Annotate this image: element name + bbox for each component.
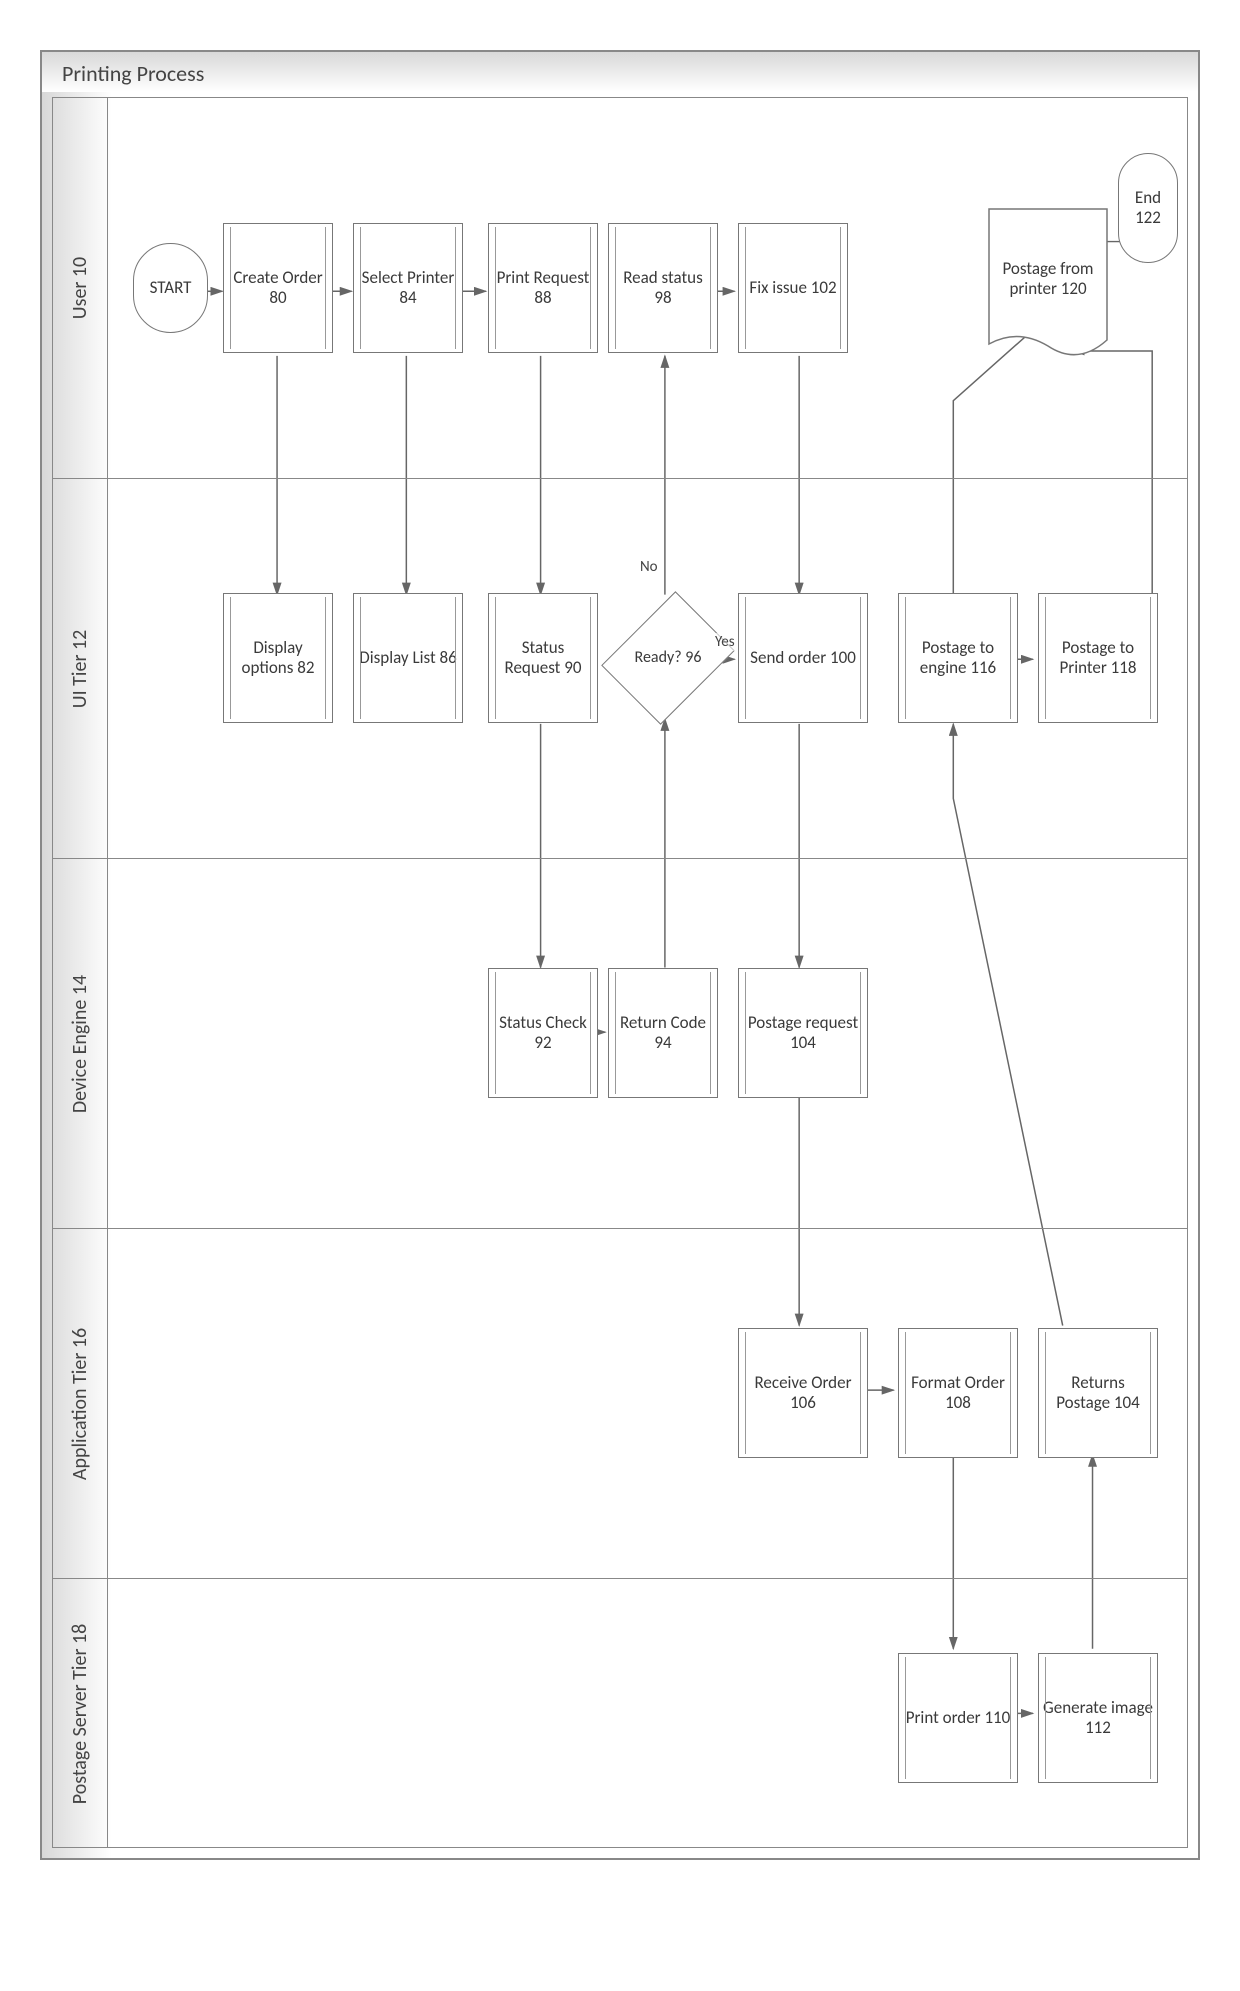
lane-header-ui: UI Tier 12	[53, 478, 108, 858]
node-label: Generate image 112	[1043, 1698, 1153, 1737]
diagram-title: Printing Process	[62, 60, 204, 87]
node-label: Ready? 96	[635, 649, 702, 667]
node-end: End 122	[1118, 153, 1178, 263]
node-n98: Read status 98	[608, 223, 718, 353]
lane-label: Device Engine 14	[69, 974, 93, 1112]
lane-header-server: Postage Server Tier 18	[53, 1578, 108, 1848]
lane-header-user: User 10	[53, 98, 108, 478]
node-label: Status Request 90	[493, 638, 593, 677]
node-n88: Print Request 88	[488, 223, 598, 353]
node-label: Postage request 104	[743, 1013, 863, 1052]
node-n110: Print order 110	[898, 1653, 1018, 1783]
node-label: Create Order 80	[228, 268, 328, 307]
lane-header-app: Application Tier 16	[53, 1228, 108, 1578]
node-n118: Postage to Printer 118	[1038, 593, 1158, 723]
edge-n114-n116	[953, 724, 1062, 1326]
node-label: Send order 100	[750, 648, 856, 668]
node-label: Read status 98	[613, 268, 713, 307]
node-n92: Status Check 92	[488, 968, 598, 1098]
edge-label: Yes	[713, 633, 737, 651]
node-n90: Status Request 90	[488, 593, 598, 723]
node-n84: Select Printer 84	[353, 223, 463, 353]
node-label: Select Printer 84	[358, 268, 458, 307]
node-label: Format Order 108	[903, 1373, 1013, 1412]
lane-label: Application Tier 16	[69, 1327, 93, 1479]
lane-label: User 10	[69, 257, 93, 319]
node-n86: Display List 86	[353, 593, 463, 723]
node-label: Display options 82	[228, 638, 328, 677]
diagram-canvas: START Create Order 80 Select Printer 84 Pri…	[108, 98, 1187, 1847]
node-n100: Send order 100	[738, 593, 868, 723]
node-label: Return Code 94	[613, 1013, 713, 1052]
node-label: Postage to Printer 118	[1043, 638, 1153, 677]
page-frame: Printing Process User 10 UI Tier 12 Device…	[40, 50, 1200, 1860]
node-label: Status Check 92	[493, 1013, 593, 1052]
node-n82: Display options 82	[223, 593, 333, 723]
node-label: Print order 110	[906, 1708, 1011, 1728]
node-label: Display List 86	[359, 648, 456, 668]
node-n104: Postage request 104	[738, 968, 868, 1098]
node-label: Receive Order 106	[743, 1373, 863, 1412]
node-n112: Generate image 112	[1038, 1653, 1158, 1783]
node-n116: Postage to engine 116	[898, 593, 1018, 723]
lane-header-device: Device Engine 14	[53, 858, 108, 1228]
node-n80: Create Order 80	[223, 223, 333, 353]
node-n102: Fix issue 102	[738, 223, 848, 353]
lane-divider	[108, 1228, 1187, 1229]
lane-label: UI Tier 12	[69, 629, 93, 707]
node-n108: Format Order 108	[898, 1328, 1018, 1458]
lane-label: Postage Server Tier 18	[69, 1623, 93, 1803]
node-start: START	[133, 243, 208, 333]
node-n114: Returns Postage 104	[1038, 1328, 1158, 1458]
node-label: Postage to engine 116	[903, 638, 1013, 677]
lane-header-column: User 10 UI Tier 12 Device Engine 14 Applica…	[53, 98, 108, 1847]
node-n96: Ready? 96	[608, 583, 728, 733]
lane-divider	[108, 858, 1187, 859]
lane-divider	[108, 1578, 1187, 1579]
node-label: Returns Postage 104	[1043, 1373, 1153, 1412]
node-label: Postage from printer 120	[988, 208, 1108, 358]
swimlane-container: User 10 UI Tier 12 Device Engine 14 Applica…	[52, 97, 1188, 1848]
gradient-top	[42, 52, 1198, 92]
node-n120: Postage from printer 120	[988, 208, 1108, 358]
node-label: Print Request 88	[493, 268, 593, 307]
lane-divider	[108, 478, 1187, 479]
node-n94: Return Code 94	[608, 968, 718, 1098]
node-label: End 122	[1123, 188, 1173, 227]
edge-label: No	[638, 558, 660, 576]
node-n106: Receive Order 106	[738, 1328, 868, 1458]
node-label: START	[150, 278, 192, 298]
node-label: Fix issue 102	[749, 278, 836, 298]
